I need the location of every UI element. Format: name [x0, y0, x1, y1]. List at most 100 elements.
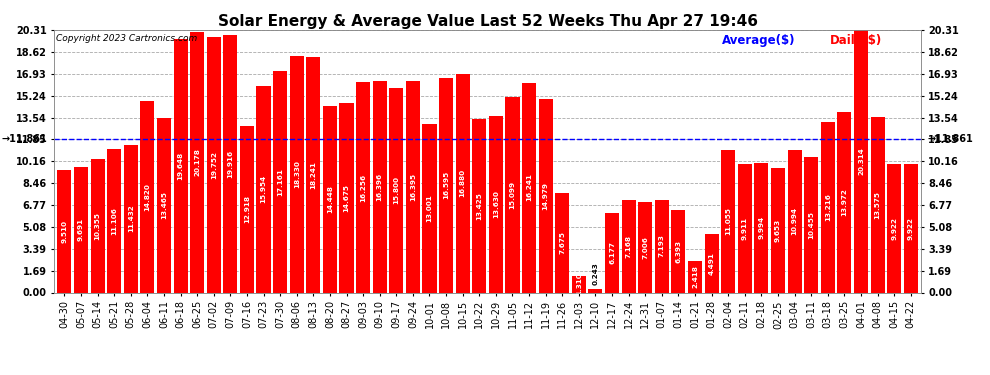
Bar [141, 101, 154, 292]
Text: 7.675: 7.675 [559, 231, 565, 254]
Bar [738, 164, 751, 292]
Text: 7.006: 7.006 [643, 236, 648, 259]
Bar [439, 78, 453, 292]
Bar [256, 86, 270, 292]
Bar [539, 99, 552, 292]
Bar [821, 122, 835, 292]
Text: 6.393: 6.393 [675, 240, 681, 262]
Text: 16.256: 16.256 [360, 173, 366, 201]
Text: 11.432: 11.432 [128, 205, 134, 232]
Text: 9.691: 9.691 [78, 218, 84, 242]
Text: 14.448: 14.448 [327, 185, 333, 213]
Text: →11.861: →11.861 [2, 134, 48, 144]
Bar [74, 167, 88, 292]
Text: 20.314: 20.314 [858, 147, 864, 175]
Text: Average($): Average($) [722, 34, 795, 47]
Bar [207, 37, 221, 292]
Bar [406, 81, 420, 292]
Text: 14.979: 14.979 [543, 182, 548, 210]
Bar [240, 126, 254, 292]
Bar [423, 124, 437, 292]
Bar [340, 103, 353, 292]
Bar [107, 149, 121, 292]
Bar [787, 150, 802, 292]
Bar [854, 30, 868, 292]
Text: 13.425: 13.425 [476, 192, 482, 220]
Bar [588, 290, 603, 292]
Text: 16.395: 16.395 [410, 172, 416, 201]
Text: 1.310: 1.310 [576, 273, 582, 296]
Bar [555, 193, 569, 292]
Bar [224, 35, 238, 292]
Bar [455, 74, 469, 292]
Bar [671, 210, 685, 292]
Bar [157, 118, 171, 292]
Bar [721, 150, 736, 292]
Text: 13.465: 13.465 [161, 192, 167, 219]
Bar [870, 117, 885, 292]
Bar [90, 159, 105, 292]
Text: 19.916: 19.916 [228, 150, 234, 178]
Text: Daily($): Daily($) [830, 34, 882, 47]
Bar [639, 202, 652, 292]
Text: 19.752: 19.752 [211, 151, 217, 179]
Bar [622, 200, 636, 292]
Text: 9.922: 9.922 [908, 217, 914, 240]
Text: 16.396: 16.396 [377, 172, 383, 201]
Text: 15.099: 15.099 [510, 181, 516, 209]
Text: 15.800: 15.800 [393, 176, 399, 204]
Text: 10.355: 10.355 [95, 211, 101, 240]
Text: 14.820: 14.820 [145, 183, 150, 211]
Bar [572, 276, 586, 292]
Bar [323, 106, 337, 292]
Bar [605, 213, 619, 292]
Text: 2.418: 2.418 [692, 266, 698, 288]
Bar [705, 234, 719, 292]
Bar [904, 164, 918, 292]
Bar [57, 170, 71, 292]
Bar [190, 32, 204, 292]
Text: 7.193: 7.193 [658, 235, 665, 258]
Text: 4.491: 4.491 [709, 252, 715, 275]
Bar [290, 56, 304, 292]
Text: 17.161: 17.161 [277, 168, 283, 195]
Text: 9.510: 9.510 [61, 219, 67, 243]
Bar [654, 200, 669, 292]
Bar [372, 81, 387, 292]
Text: 16.241: 16.241 [526, 174, 532, 201]
Bar [804, 158, 818, 292]
Text: 10.994: 10.994 [792, 207, 798, 236]
Text: 19.648: 19.648 [177, 152, 183, 180]
Bar [489, 116, 503, 292]
Text: 9.653: 9.653 [775, 219, 781, 242]
Text: 13.972: 13.972 [842, 188, 847, 216]
Bar [472, 119, 486, 292]
Title: Solar Energy & Average Value Last 52 Weeks Thu Apr 27 19:46: Solar Energy & Average Value Last 52 Wee… [218, 14, 757, 29]
Text: 13.216: 13.216 [825, 193, 831, 221]
Text: 13.001: 13.001 [427, 195, 433, 222]
Bar [771, 168, 785, 292]
Text: Copyright 2023 Cartronics.com: Copyright 2023 Cartronics.com [56, 34, 197, 43]
Text: 9.922: 9.922 [891, 217, 897, 240]
Text: 12.918: 12.918 [244, 195, 249, 223]
Text: 18.330: 18.330 [294, 160, 300, 188]
Text: 20.178: 20.178 [194, 148, 200, 176]
Bar [754, 164, 768, 292]
Text: 16.595: 16.595 [444, 171, 449, 200]
Bar [688, 261, 702, 292]
Text: 9.994: 9.994 [758, 216, 764, 240]
Text: 16.880: 16.880 [459, 170, 465, 198]
Bar [506, 98, 520, 292]
Bar [306, 57, 321, 292]
Text: 15.954: 15.954 [260, 176, 266, 204]
Text: 11.055: 11.055 [726, 207, 732, 235]
Text: 11.106: 11.106 [111, 207, 117, 235]
Bar [273, 71, 287, 292]
Text: →11.861: →11.861 [928, 134, 973, 144]
Text: 6.177: 6.177 [609, 241, 615, 264]
Bar [124, 145, 138, 292]
Bar [173, 39, 188, 292]
Text: 7.168: 7.168 [626, 235, 632, 258]
Text: 9.911: 9.911 [742, 217, 747, 240]
Text: 13.630: 13.630 [493, 190, 499, 218]
